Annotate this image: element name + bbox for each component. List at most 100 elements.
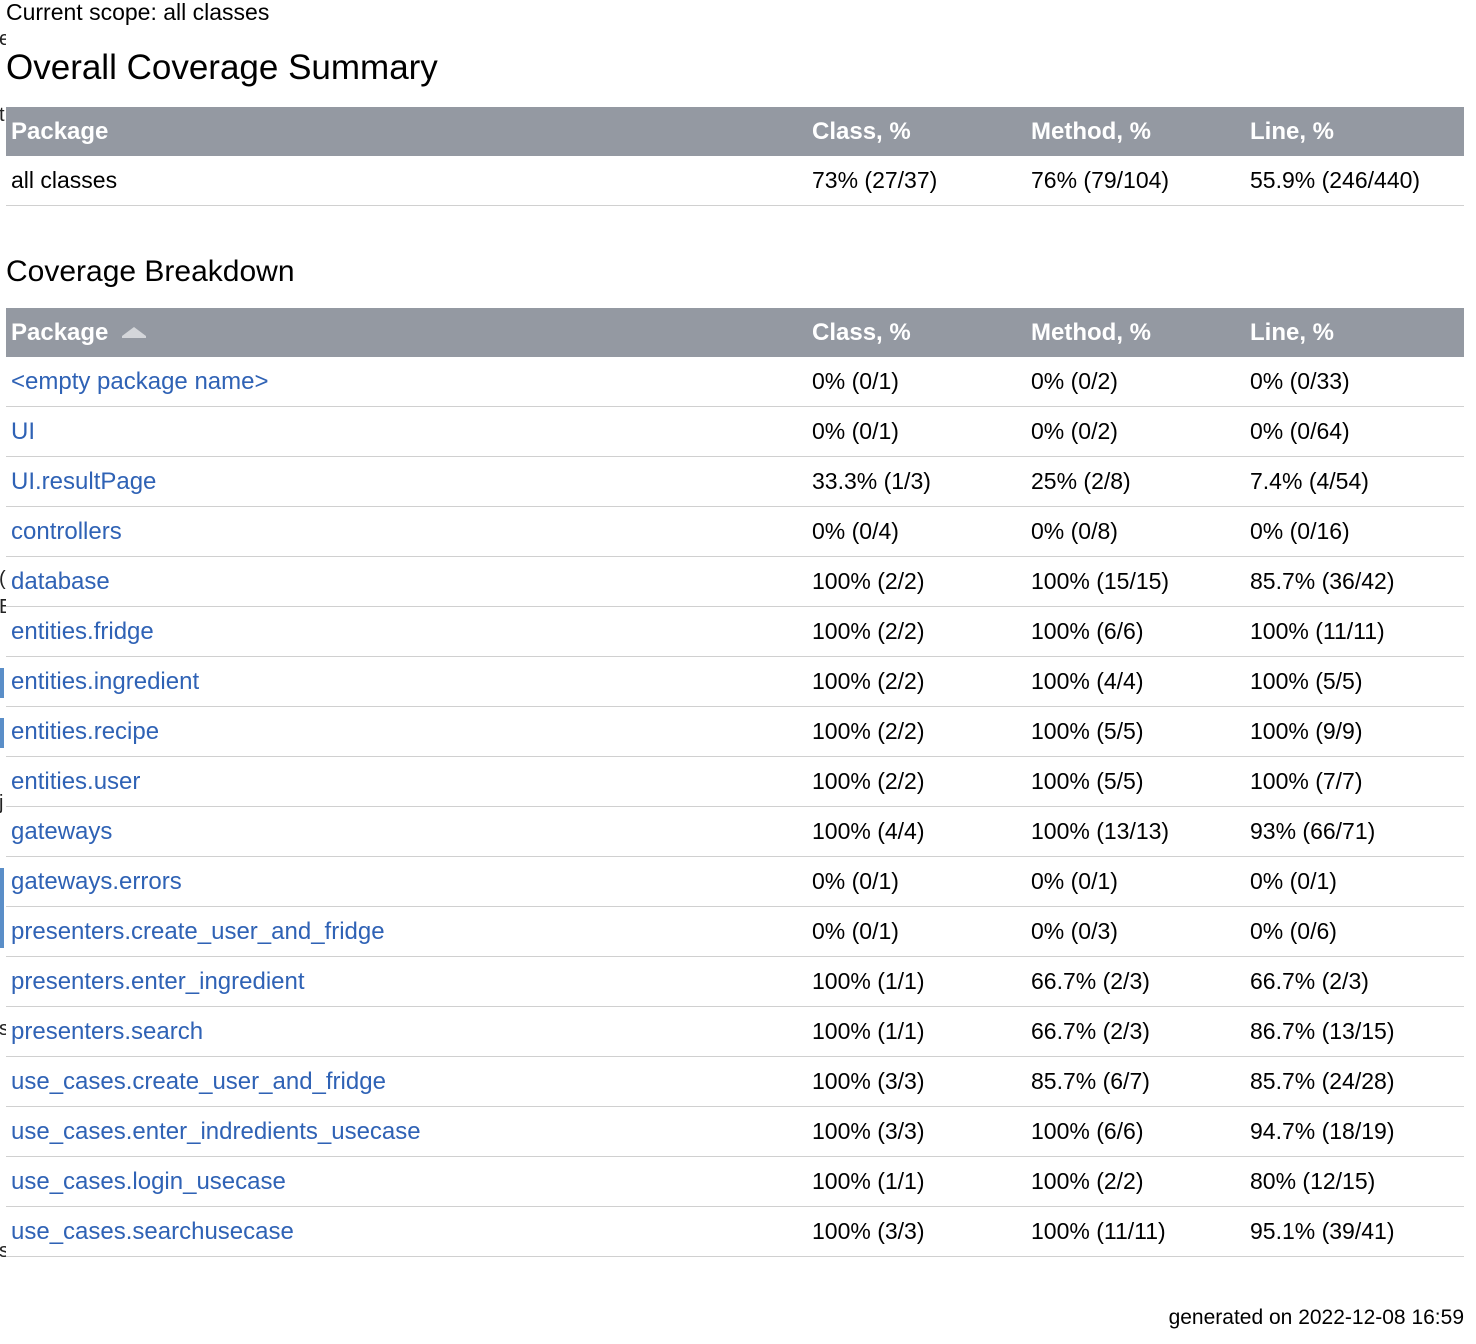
line-coverage: 0% (0/1): [1245, 856, 1464, 907]
package-link[interactable]: entities.recipe: [6, 706, 807, 757]
table-row: use_cases.enter_indredients_usecase 100%…: [6, 1106, 1464, 1157]
package-link[interactable]: entities.ingredient: [6, 656, 807, 707]
method-coverage: 100% (6/6): [1026, 606, 1245, 657]
method-coverage: 100% (5/5): [1026, 706, 1245, 757]
sort-ascending-icon[interactable]: [122, 326, 147, 338]
table-row: database 100% (2/2) 100% (15/15) 85.7% (…: [6, 556, 1464, 607]
line-coverage: 7.4% (4/54): [1245, 456, 1464, 507]
line-coverage: 0% (0/33): [1245, 357, 1464, 407]
package-link[interactable]: entities.fridge: [6, 606, 807, 657]
package-link[interactable]: presenters.search: [6, 1006, 807, 1057]
summary-class-coverage: 73% (27/37): [807, 156, 1026, 206]
package-link[interactable]: use_cases.create_user_and_fridge: [6, 1056, 807, 1107]
table-row: use_cases.create_user_and_fridge 100% (3…: [6, 1056, 1464, 1107]
line-coverage: 0% (0/64): [1245, 406, 1464, 457]
clipped-color-fragment: [0, 718, 4, 748]
table-row: presenters.enter_ingredient 100% (1/1) 6…: [6, 956, 1464, 1007]
class-coverage: 100% (3/3): [807, 1106, 1026, 1157]
breakdown-header-package[interactable]: Package: [6, 308, 807, 357]
package-link[interactable]: gateways.errors: [6, 856, 807, 907]
class-coverage: 100% (4/4): [807, 806, 1026, 857]
current-scope-label: Current scope: all classes: [6, 0, 270, 25]
package-link[interactable]: presenters.enter_ingredient: [6, 956, 807, 1007]
method-coverage: 0% (0/3): [1026, 906, 1245, 957]
class-coverage: 100% (2/2): [807, 656, 1026, 707]
clipped-text-fragment: e: [0, 28, 6, 50]
line-coverage: 86.7% (13/15): [1245, 1006, 1464, 1057]
summary-title: Overall Coverage Summary: [6, 48, 438, 87]
package-link[interactable]: use_cases.enter_indredients_usecase: [6, 1106, 807, 1157]
summary-method-coverage: 76% (79/104): [1026, 156, 1245, 206]
class-coverage: 100% (2/2): [807, 706, 1026, 757]
breakdown-title: Coverage Breakdown: [6, 255, 295, 288]
package-link[interactable]: <empty package name>: [6, 357, 807, 407]
class-coverage: 0% (0/1): [807, 906, 1026, 957]
class-coverage: 100% (3/3): [807, 1206, 1026, 1257]
method-coverage: 100% (2/2): [1026, 1156, 1245, 1207]
breakdown-header-line[interactable]: Line, %: [1245, 308, 1464, 357]
clipped-text-fragment: s: [0, 1018, 6, 1040]
coverage-summary-table: Package Class, % Method, % Line, % all c…: [6, 107, 1464, 206]
line-coverage: 100% (7/7): [1245, 756, 1464, 807]
method-coverage: 100% (13/13): [1026, 806, 1245, 857]
package-link[interactable]: controllers: [6, 506, 807, 557]
method-coverage: 0% (0/2): [1026, 357, 1245, 407]
method-coverage: 25% (2/8): [1026, 456, 1245, 507]
summary-header-row: Package Class, % Method, % Line, %: [6, 107, 1464, 156]
breakdown-header-class[interactable]: Class, %: [807, 308, 1026, 357]
method-coverage: 100% (15/15): [1026, 556, 1245, 607]
clipped-text-fragment: t: [0, 104, 5, 126]
line-coverage: 100% (11/11): [1245, 606, 1464, 657]
clipped-color-fragment: [0, 868, 4, 948]
package-link[interactable]: presenters.create_user_and_fridge: [6, 906, 807, 957]
package-link[interactable]: gateways: [6, 806, 807, 857]
summary-row: all classes 73% (27/37) 76% (79/104) 55.…: [6, 156, 1464, 206]
method-coverage: 100% (11/11): [1026, 1206, 1245, 1257]
table-row: <empty package name> 0% (0/1) 0% (0/2) 0…: [6, 357, 1464, 407]
method-coverage: 66.7% (2/3): [1026, 1006, 1245, 1057]
summary-package: all classes: [6, 156, 807, 206]
summary-line-coverage: 55.9% (246/440): [1245, 156, 1464, 206]
line-coverage: 80% (12/15): [1245, 1156, 1464, 1207]
breakdown-header-row: Package Class, % Method, % Line, %: [6, 308, 1464, 357]
class-coverage: 0% (0/1): [807, 856, 1026, 907]
summary-header-package: Package: [6, 107, 807, 156]
package-link[interactable]: use_cases.searchusecase: [6, 1206, 807, 1257]
class-coverage: 0% (0/4): [807, 506, 1026, 557]
table-row: entities.recipe 100% (2/2) 100% (5/5) 10…: [6, 706, 1464, 757]
table-row: use_cases.searchusecase 100% (3/3) 100% …: [6, 1206, 1464, 1257]
class-coverage: 100% (1/1): [807, 956, 1026, 1007]
class-coverage: 100% (2/2): [807, 606, 1026, 657]
class-coverage: 100% (3/3): [807, 1056, 1026, 1107]
package-link[interactable]: use_cases.login_usecase: [6, 1156, 807, 1207]
class-coverage: 100% (1/1): [807, 1006, 1026, 1057]
method-coverage: 100% (5/5): [1026, 756, 1245, 807]
method-coverage: 100% (4/4): [1026, 656, 1245, 707]
coverage-breakdown-table: Package Class, % Method, % Line, % <empt…: [6, 308, 1464, 1257]
package-link[interactable]: entities.user: [6, 756, 807, 807]
package-link[interactable]: UI.resultPage: [6, 456, 807, 507]
line-coverage: 85.7% (24/28): [1245, 1056, 1464, 1107]
package-link[interactable]: database: [6, 556, 807, 607]
line-coverage: 100% (9/9): [1245, 706, 1464, 757]
clipped-text-fragment: E: [0, 596, 6, 618]
method-coverage: 100% (6/6): [1026, 1106, 1245, 1157]
line-coverage: 66.7% (2/3): [1245, 956, 1464, 1007]
summary-header-method: Method, %: [1026, 107, 1245, 156]
table-row: gateways.errors 0% (0/1) 0% (0/1) 0% (0/…: [6, 856, 1464, 907]
class-coverage: 0% (0/1): [807, 406, 1026, 457]
method-coverage: 0% (0/1): [1026, 856, 1245, 907]
left-edge-overflow: e t ( E j s s: [0, 0, 6, 1344]
breakdown-header-method[interactable]: Method, %: [1026, 308, 1245, 357]
method-coverage: 0% (0/2): [1026, 406, 1245, 457]
method-coverage: 0% (0/8): [1026, 506, 1245, 557]
line-coverage: 100% (5/5): [1245, 656, 1464, 707]
table-row: UI 0% (0/1) 0% (0/2) 0% (0/64): [6, 406, 1464, 457]
method-coverage: 85.7% (6/7): [1026, 1056, 1245, 1107]
generated-timestamp: generated on 2022-12-08 16:59: [1168, 1306, 1464, 1329]
method-coverage: 66.7% (2/3): [1026, 956, 1245, 1007]
summary-header-class: Class, %: [807, 107, 1026, 156]
package-link[interactable]: UI: [6, 406, 807, 457]
clipped-color-fragment: [0, 668, 4, 698]
class-coverage: 33.3% (1/3): [807, 456, 1026, 507]
